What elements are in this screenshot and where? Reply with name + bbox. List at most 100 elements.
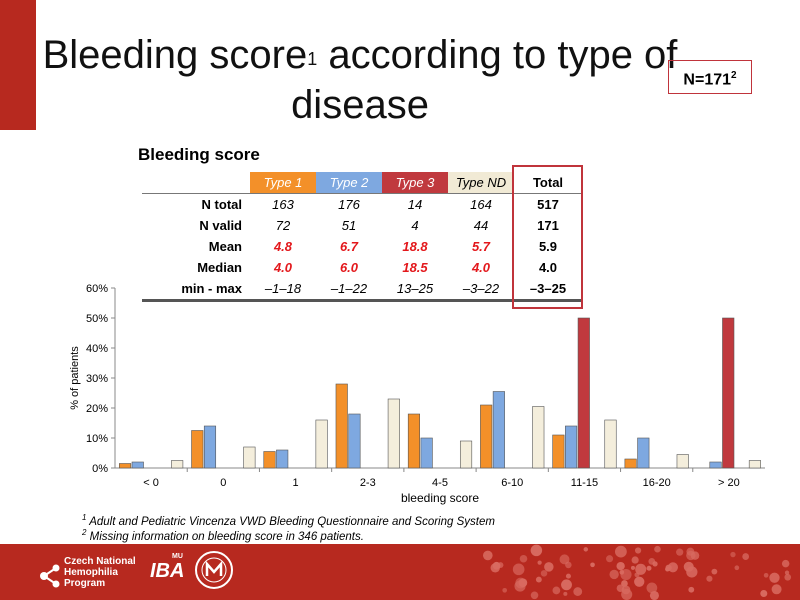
hemophilia-program-logo-icon <box>40 564 60 588</box>
table-cell: 4 <box>411 218 419 233</box>
title-main: Bleeding score <box>42 33 308 77</box>
table-cell: 4.0 <box>471 260 491 275</box>
header-empty-cell <box>142 172 250 194</box>
title-superscript: 1 <box>307 49 318 69</box>
bar-type-2 <box>348 413 361 469</box>
slide-title: Bleeding score1 according to type of dis… <box>40 30 680 130</box>
footnote-1-text: Adult and Pediatric Vincenza VWD Bleedin… <box>86 515 495 528</box>
bar-type-nd <box>676 454 689 469</box>
university-seal-icon <box>195 551 233 589</box>
table-row-n-valid: N valid 72 51 4 44 171 <box>142 215 582 236</box>
y-tick-label: 50% <box>86 313 108 325</box>
bar-type-1 <box>191 430 204 469</box>
sample-size-label: N=171 <box>683 71 732 89</box>
accent-tab <box>0 0 36 130</box>
table-cell: 4.8 <box>273 239 293 254</box>
bar-type-nd <box>748 460 761 469</box>
bar-type-2 <box>565 425 578 469</box>
row-label: Mean <box>208 239 242 254</box>
bar-type-nd <box>315 419 328 469</box>
footnote-1: 1 Adult and Pediatric Vincenza VWD Bleed… <box>82 513 495 528</box>
table-header-row: Type 1 Type 2 Type 3 Type ND Total <box>142 172 582 194</box>
table-cell: 164 <box>470 197 492 212</box>
table-cell: 5.7 <box>471 239 491 254</box>
footnote-2: 2 Missing information on bleeding score … <box>82 528 364 543</box>
header-total: Total <box>514 172 582 194</box>
table-cell: 18.5 <box>402 260 428 275</box>
org-line: Program <box>64 578 106 589</box>
table-cell: 13–25 <box>382 278 448 302</box>
total-cell: –3–25 <box>514 278 582 302</box>
footnote-2-marker: 2 <box>82 528 87 537</box>
bar-type-nd <box>532 406 545 469</box>
table-row-n-total: N total 163 176 14 164 517 <box>142 194 582 216</box>
x-tick-label: 2-3 <box>360 477 376 489</box>
x-tick-label: 6-10 <box>501 477 523 489</box>
bar-type-nd <box>604 419 617 469</box>
x-axis-label: bleeding score <box>401 491 479 505</box>
table-cell: –3–22 <box>448 278 514 302</box>
iba-logo: IBA <box>150 560 185 582</box>
x-tick-label: 16-20 <box>643 477 671 489</box>
x-tick-label: 0 <box>220 477 226 489</box>
total-cell: 517 <box>537 197 559 212</box>
x-tick-label: < 0 <box>143 477 159 489</box>
bar-type-1 <box>552 434 565 469</box>
table-cell: 176 <box>338 197 360 212</box>
table-row-median: Median 4.0 6.0 18.5 4.0 4.0 <box>142 257 582 278</box>
table-heading: Bleeding score <box>138 145 260 164</box>
bar-type-nd <box>171 460 184 469</box>
header-type-nd: Type ND <box>448 172 514 194</box>
total-cell: 4.0 <box>538 260 558 275</box>
table-cell: 51 <box>341 218 357 233</box>
table-cell: 4.0 <box>273 260 293 275</box>
org-line: Czech National <box>64 556 136 567</box>
bar-type-2 <box>420 437 433 469</box>
row-label: Median <box>197 260 242 275</box>
row-label: N valid <box>199 218 242 233</box>
x-tick-label: 4-5 <box>432 477 448 489</box>
table-cell: 18.8 <box>402 239 428 254</box>
bar-type-2 <box>203 425 217 469</box>
hemophilia-program-name: Czech National Hemophilia Program <box>64 556 136 589</box>
bar-type-1 <box>407 413 421 469</box>
total-cell: 5.9 <box>538 239 558 254</box>
header-type-3: Type 3 <box>382 172 448 194</box>
y-axis-label: % of patients <box>69 346 81 410</box>
bar-chart: % of patients bleeding score 0% 10% 20% 30%… <box>69 283 765 505</box>
bar-type-1 <box>263 451 276 469</box>
table-cell: 44 <box>473 218 489 233</box>
table-cell: 163 <box>272 197 294 212</box>
header-type-1: Type 1 <box>250 172 316 194</box>
bar-type-1 <box>624 458 637 469</box>
bar-type-1 <box>119 463 132 469</box>
y-tick-label: 20% <box>86 403 108 415</box>
table-cell: –1–18 <box>250 278 316 302</box>
total-cell: 171 <box>537 218 559 233</box>
y-tick-label: 40% <box>86 343 108 355</box>
x-tick-label: > 20 <box>718 477 740 489</box>
y-tick-label: 0% <box>92 463 108 475</box>
bar-type-3 <box>577 317 590 469</box>
bar-type-2 <box>709 461 722 469</box>
table-row-mean: Mean 4.8 6.7 18.8 5.7 5.9 <box>142 236 582 257</box>
x-tick-label: 11-15 <box>571 477 598 489</box>
header-type-2: Type 2 <box>316 172 382 194</box>
table-cell: 6.0 <box>339 260 359 275</box>
bar-type-nd <box>387 398 400 469</box>
sample-size-superscript: 2 <box>731 70 737 81</box>
title-rest: according to type of disease <box>291 33 678 127</box>
table-cell: –1–22 <box>316 278 382 302</box>
row-label: N total <box>201 197 242 212</box>
bar-type-1 <box>335 383 348 469</box>
table-cell: 14 <box>407 197 423 212</box>
footnote-1-marker: 1 <box>82 513 87 522</box>
total-column-highlight <box>512 165 583 309</box>
bar-type-nd <box>459 440 473 469</box>
bar-type-2 <box>131 461 144 469</box>
bar-type-2 <box>276 449 289 469</box>
row-label: min - max <box>142 278 250 302</box>
y-tick-label: 60% <box>86 283 108 295</box>
decorative-dots-icon <box>482 544 792 600</box>
sample-size-box: N=1712 <box>668 60 752 94</box>
